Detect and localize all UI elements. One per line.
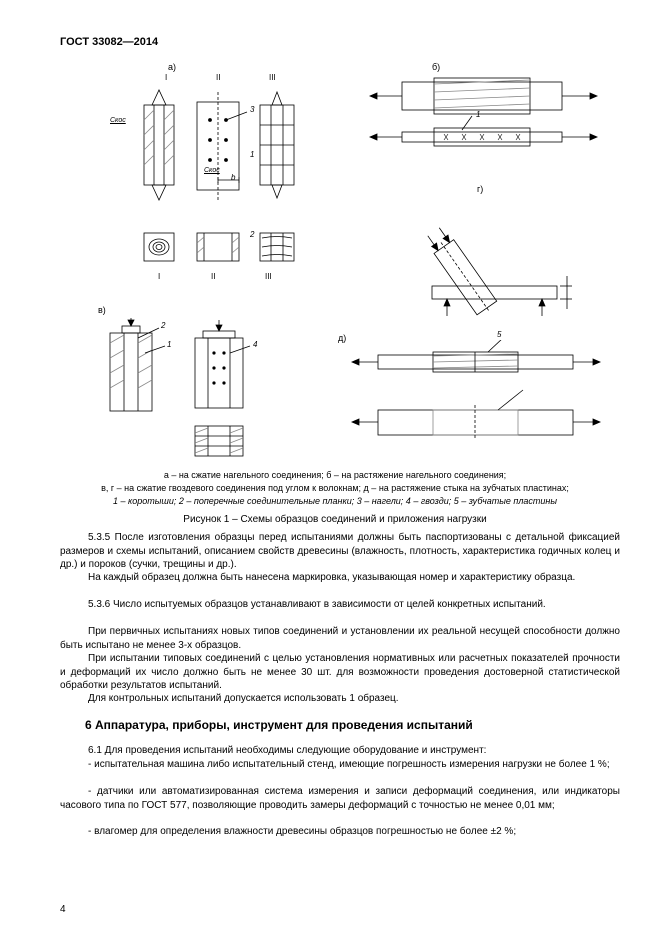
skos-label-1: Скос xyxy=(110,117,126,124)
callout-4v: 4 xyxy=(253,340,257,349)
paragraph-536c: Для контрольных испытаний допускается ис… xyxy=(60,692,620,706)
sec-label-i: I xyxy=(158,272,160,281)
panel-label-g: г) xyxy=(477,184,483,194)
callout-2v: 2 xyxy=(161,321,165,330)
section6-li1: - испытательная машина либо испытательны… xyxy=(60,758,620,772)
paragraph-536: 5.3.6 Число испытуемых образцов устанавл… xyxy=(60,598,620,612)
sec-label-ii: II xyxy=(211,272,215,281)
drawing-a xyxy=(132,80,307,220)
panel-label-b: б) xyxy=(432,62,440,72)
callout-5: 5 xyxy=(497,330,501,339)
paragraph-535: 5.3.5 После изготовления образцы перед и… xyxy=(60,531,620,572)
paragraph-535b: На каждый образец должна быть нанесена м… xyxy=(60,571,620,585)
panel-label-d: д) xyxy=(338,333,346,343)
figure-1: а) I II III xyxy=(50,60,610,465)
paragraph-536a: При первичных испытаниях новых типов сое… xyxy=(60,625,620,652)
callout-b: b xyxy=(231,173,235,182)
drawing-a-sections xyxy=(132,225,307,273)
drawing-v xyxy=(95,318,270,468)
section6-li2: - датчики или автоматизированная система… xyxy=(60,785,620,812)
paragraph-536b: При испытании типовых соединений с целью… xyxy=(60,652,620,693)
section6-li3: - влагомер для определения влажности дре… xyxy=(60,825,620,839)
figure-title: Рисунок 1 – Схемы образцов соединений и … xyxy=(55,513,615,526)
section-6-title: 6 Аппаратура, приборы, инструмент для пр… xyxy=(85,718,473,732)
callout-3: 3 xyxy=(250,105,254,114)
document-page: ГОСТ 33082—2014 а) I II III xyxy=(0,0,661,935)
callout-1b: 1 xyxy=(476,110,480,119)
standard-header: ГОСТ 33082—2014 xyxy=(60,36,158,48)
panel-label-v: в) xyxy=(98,305,106,315)
drawing-b xyxy=(362,74,607,174)
panel-label-a: а) xyxy=(168,62,176,72)
callout-1: 1 xyxy=(250,150,254,159)
callout-1v: 1 xyxy=(167,340,171,349)
skos-label-2: Скос xyxy=(204,167,220,174)
callout-2: 2 xyxy=(250,230,254,239)
page-number: 4 xyxy=(60,904,66,915)
sec-label-iii: III xyxy=(265,272,272,281)
figure-caption-line2: в, г – на сжатие гвоздевого соединения п… xyxy=(55,483,615,495)
figure-caption-line1: а – на сжатие нагельного соединения; б –… xyxy=(55,470,615,482)
drawing-g xyxy=(412,196,582,321)
figure-caption-line3: 1 – коротыши; 2 – поперечные соединитель… xyxy=(55,496,615,508)
drawing-d xyxy=(348,340,608,460)
section6-p1: 6.1 Для проведения испытаний необходимы … xyxy=(60,744,620,758)
